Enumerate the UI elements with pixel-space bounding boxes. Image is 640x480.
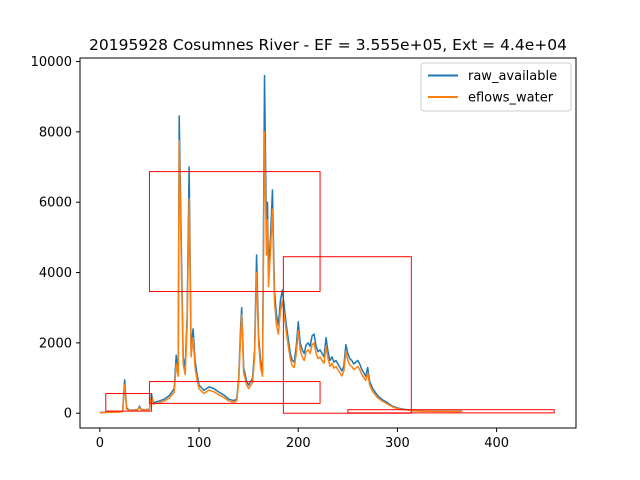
annotation-box-1 [105,393,152,412]
axes-frame [79,57,577,429]
legend-frame [420,62,572,112]
annotation-box-layer [105,171,555,414]
plot-area [79,57,577,429]
annotation-box-2 [148,381,321,404]
legend: raw_available eflows_water [420,62,572,112]
y-tick-label-6000: 6000 [39,196,72,211]
x-axis: 0 100 200 300 400 [96,428,509,451]
x-tick-label-200: 200 [286,436,311,451]
y-tick-label-10000: 10000 [31,55,72,70]
x-tick-label-400: 400 [484,436,509,451]
x-tick-label-100: 100 [187,436,212,451]
y-tick-label-2000: 2000 [39,336,72,351]
y-tick-label-0: 0 [64,407,72,422]
x-tick-label-300: 300 [385,436,410,451]
chart-title: 20195928 Cosumnes River - EF = 3.555e+05… [89,36,567,54]
series-layer [99,74,462,414]
legend-label-raw-available: raw_available [468,69,557,84]
y-tick-label-8000: 8000 [39,125,72,140]
y-axis: 0 2000 4000 6000 8000 10000 [31,55,80,422]
series-line-eflows-water [99,131,462,414]
x-tick-label-0: 0 [96,436,104,451]
y-tick-label-4000: 4000 [39,266,72,281]
annotation-box-5 [347,409,555,414]
legend-label-eflows-water: eflows_water [468,91,554,106]
annotation-box-3 [148,171,321,293]
